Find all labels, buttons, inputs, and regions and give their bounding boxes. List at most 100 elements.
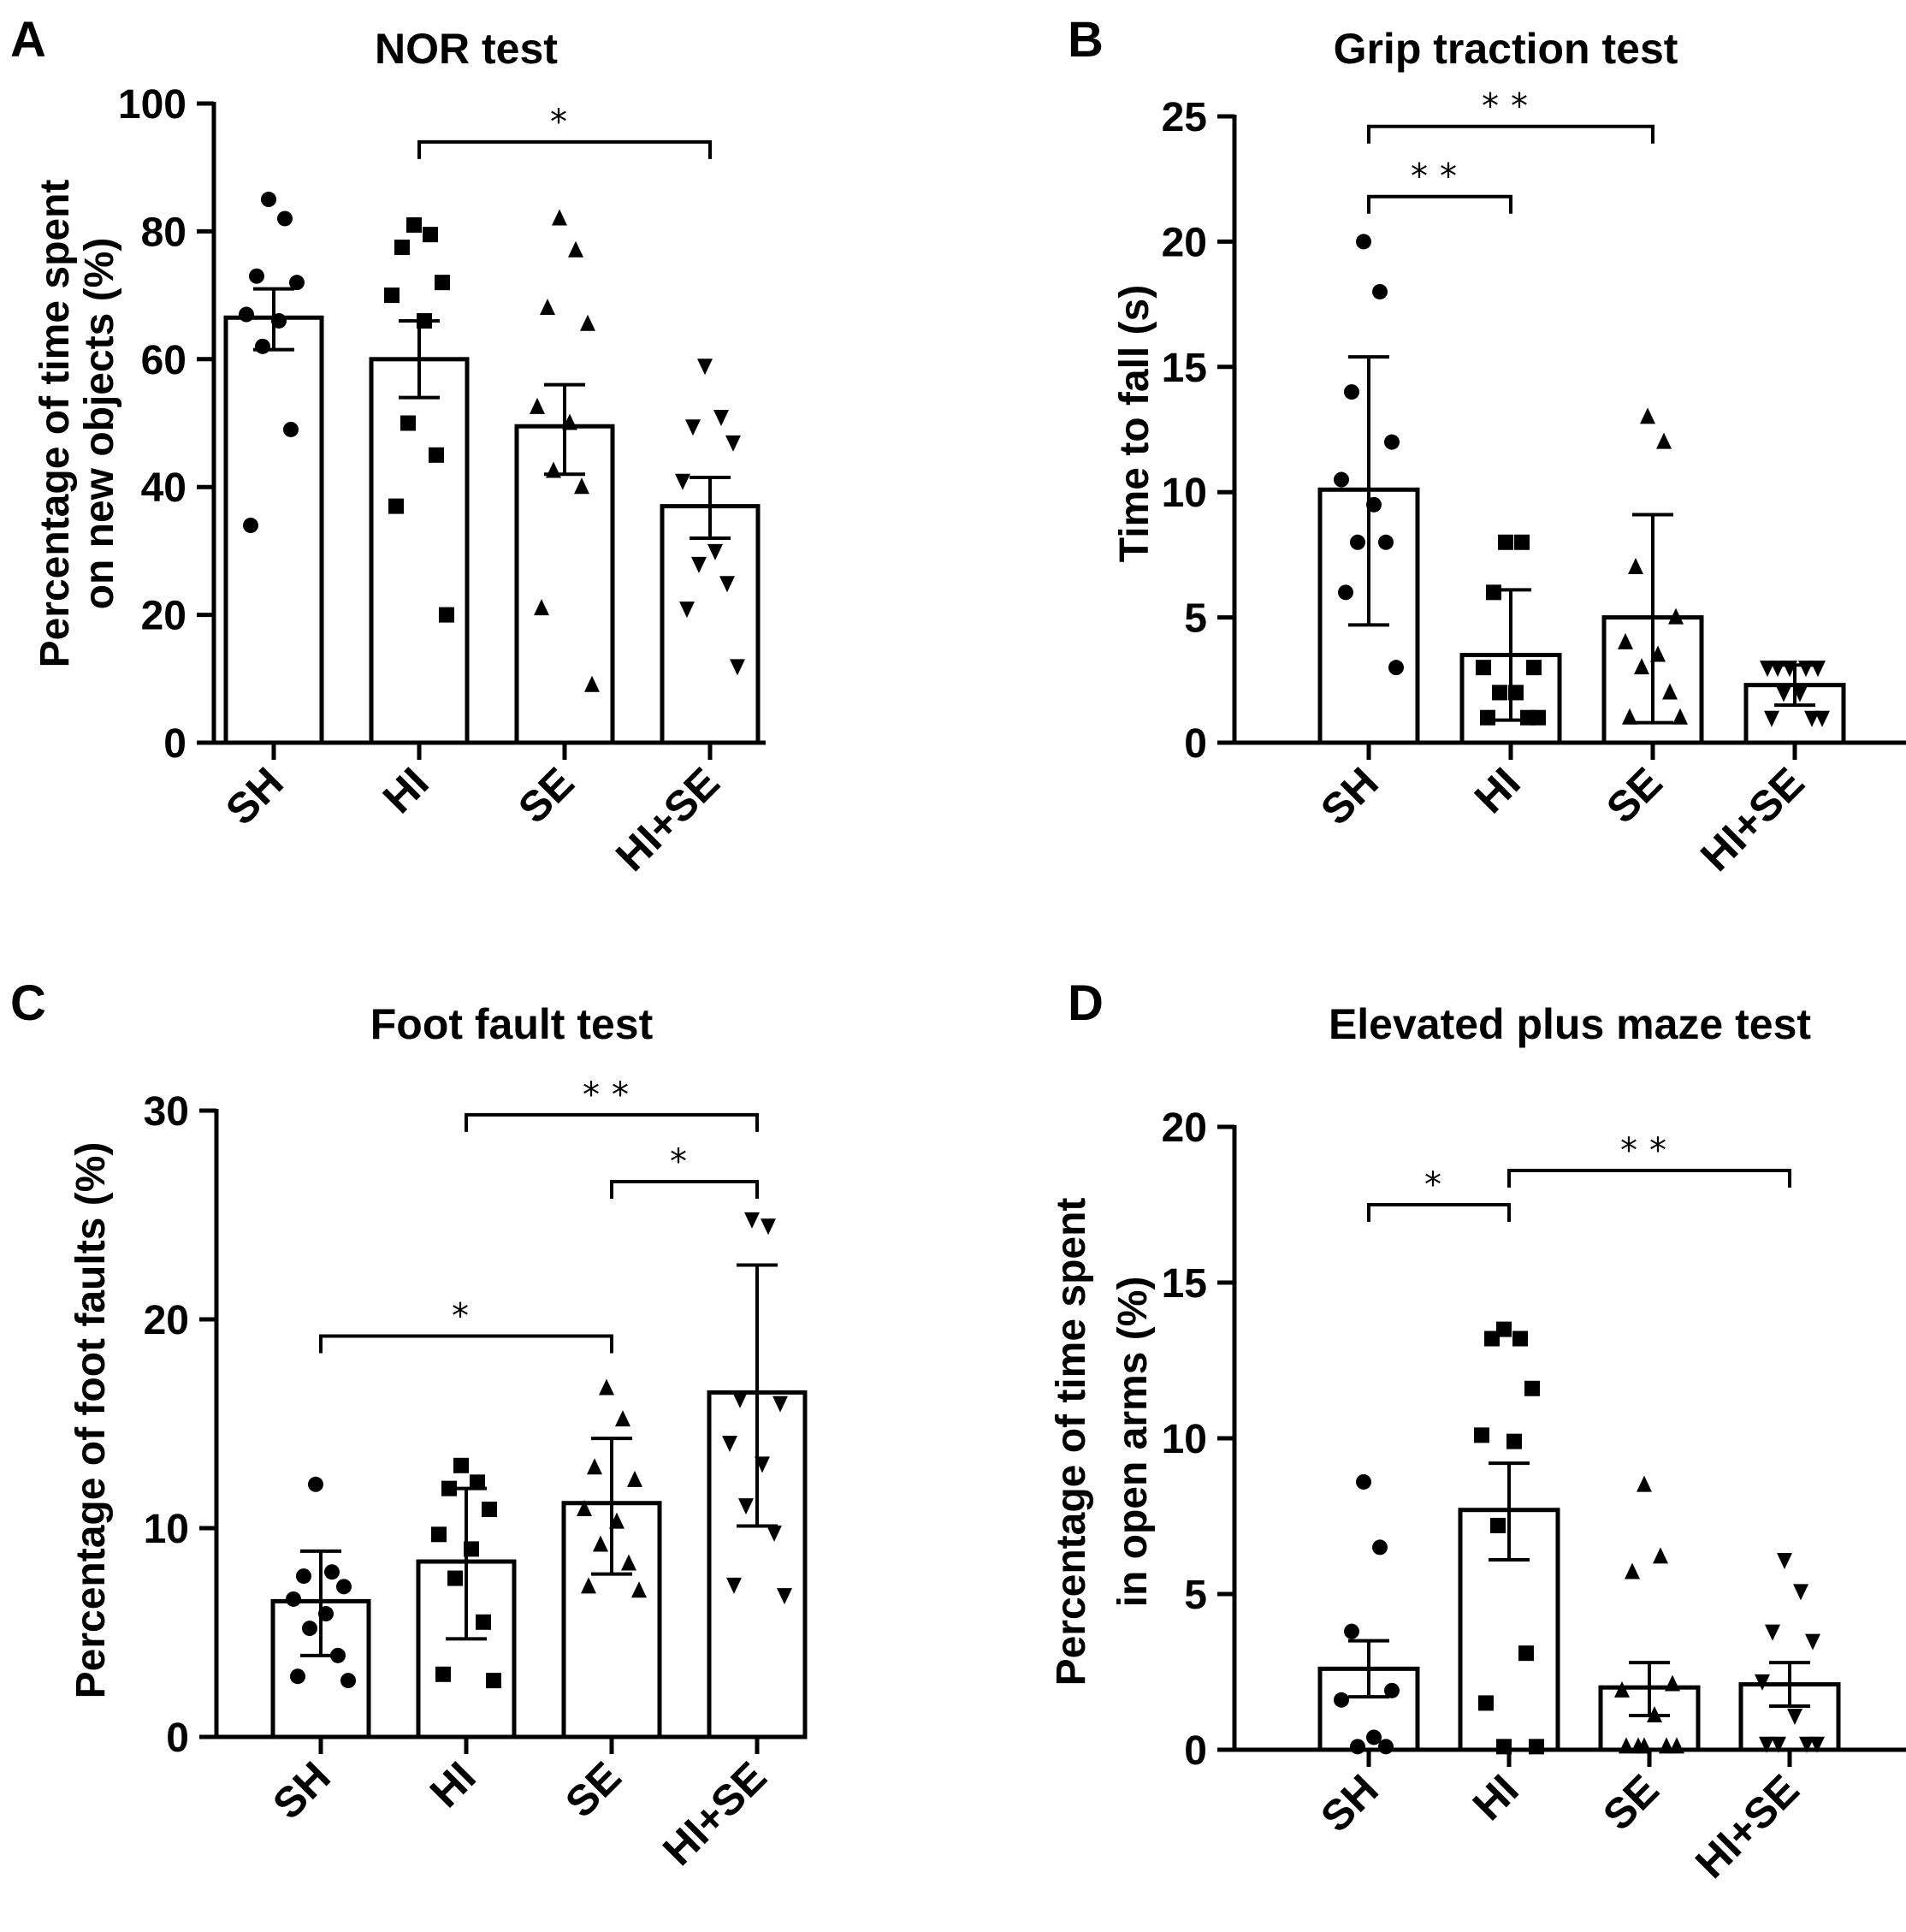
significance-label: *: [670, 1142, 699, 1182]
data-point: [406, 216, 422, 233]
data-point: [435, 275, 450, 291]
data-point: [1814, 710, 1830, 727]
data-point: [429, 447, 444, 463]
data-point: [1798, 661, 1814, 678]
data-point: [447, 1570, 463, 1586]
significance-label: **: [1411, 157, 1469, 197]
data-point: [615, 1410, 630, 1427]
data-point: [1480, 709, 1495, 726]
data-point: [1777, 1552, 1792, 1569]
data-point: [1809, 1736, 1825, 1753]
data-point: [599, 1378, 614, 1396]
data-point: [1490, 1517, 1506, 1533]
chart-title: Elevated plus maze test: [1329, 1000, 1811, 1048]
data-point: [679, 602, 695, 619]
data-point: [1486, 584, 1501, 601]
data-point: [1625, 1562, 1640, 1579]
y-tick-label: 20: [1162, 220, 1207, 265]
data-point: [1372, 1539, 1388, 1556]
data-point: [1384, 1682, 1400, 1698]
data-point: [1484, 1330, 1500, 1347]
data-point: [1474, 1427, 1489, 1443]
data-point: [1755, 1674, 1770, 1691]
data-point: [631, 1581, 647, 1598]
data-point: [1334, 471, 1349, 488]
x-tick-label: HI+SE: [1691, 758, 1814, 880]
y-tick-label: 10: [144, 1507, 189, 1552]
y-axis-label: Percentage of time spent: [1049, 1198, 1094, 1686]
y-axis-label: Time to fall (s): [1112, 285, 1157, 563]
data-point: [675, 473, 690, 490]
data-point: [1356, 234, 1371, 250]
data-point: [1759, 1736, 1774, 1753]
data-point: [340, 1673, 356, 1689]
significance-bracket: [1367, 194, 1512, 214]
panel-B: B Grip traction test Time to fall (s) 0 5 10 1…: [1068, 12, 1906, 880]
data-point: [627, 1470, 642, 1487]
y-tick-label: 20: [144, 1298, 189, 1343]
x-tick-label: HI+SE: [1686, 1765, 1808, 1888]
data-point: [1799, 1736, 1814, 1753]
data-point: [423, 227, 438, 243]
data-point: [1350, 1739, 1365, 1755]
y-tick-label: 25: [1162, 95, 1207, 140]
data-point: [722, 1435, 737, 1452]
y-tick-label: 40: [141, 465, 186, 511]
data-point: [1514, 534, 1530, 550]
data-point: [1804, 710, 1820, 727]
y-tick-label: 30: [144, 1089, 189, 1135]
data-point: [283, 421, 299, 437]
data-point: [1529, 1739, 1544, 1755]
data-point: [1498, 534, 1513, 550]
chart-title: Foot fault test: [370, 1000, 654, 1048]
significance-label: *: [452, 1297, 481, 1336]
data-point: [707, 543, 723, 560]
data-point: [302, 1621, 317, 1637]
significance-label: **: [1620, 1131, 1678, 1170]
x-tick-label: SE: [556, 1752, 630, 1827]
chart-title: Grip traction test: [1334, 25, 1678, 73]
data-point: [1668, 607, 1684, 625]
data-point: [486, 1673, 501, 1689]
data-point: [744, 1212, 760, 1229]
x-tick-label: SE: [1597, 758, 1672, 833]
significance-bracket: [1367, 124, 1654, 144]
data-point: [249, 268, 264, 284]
panel-letter: A: [10, 12, 46, 68]
significance-bracket: [319, 1334, 613, 1354]
data-point: [243, 518, 258, 534]
panel-letter: C: [10, 975, 46, 1031]
x-tick-label: HI: [1465, 758, 1530, 822]
panel-D: D Elevated plus maze test Percentage of ti…: [1049, 975, 1906, 1888]
data-point: [1628, 558, 1643, 575]
data-point: [1637, 1475, 1652, 1492]
data-point: [308, 1476, 323, 1492]
data-point: [1776, 685, 1791, 702]
data-point: [1338, 584, 1353, 601]
data-point: [1384, 434, 1400, 450]
data-point: [1344, 384, 1359, 400]
y-tick-label: 0: [1184, 721, 1207, 767]
data-point: [777, 1588, 792, 1605]
data-point: [540, 299, 555, 316]
data-point: [1764, 710, 1779, 727]
y-tick-label: 100: [118, 82, 186, 127]
data-point: [1640, 407, 1655, 424]
significance-bracket: [417, 139, 712, 159]
bar-SH: [223, 315, 324, 745]
data-point: [767, 1525, 782, 1542]
data-point: [530, 397, 545, 414]
y-axis-label: Percentage of foot faults (%): [68, 1142, 114, 1699]
data-point: [453, 1457, 469, 1473]
data-point: [1506, 1433, 1522, 1449]
x-tick-label: HI: [1464, 1765, 1528, 1829]
data-point: [584, 675, 600, 692]
y-axis-label: Percentage of time spent: [33, 180, 78, 668]
data-point: [296, 1568, 311, 1585]
data-point: [772, 1396, 788, 1413]
data-point: [239, 306, 254, 323]
data-point: [1765, 1624, 1780, 1641]
data-point: [761, 1218, 776, 1236]
data-point: [290, 1668, 305, 1685]
